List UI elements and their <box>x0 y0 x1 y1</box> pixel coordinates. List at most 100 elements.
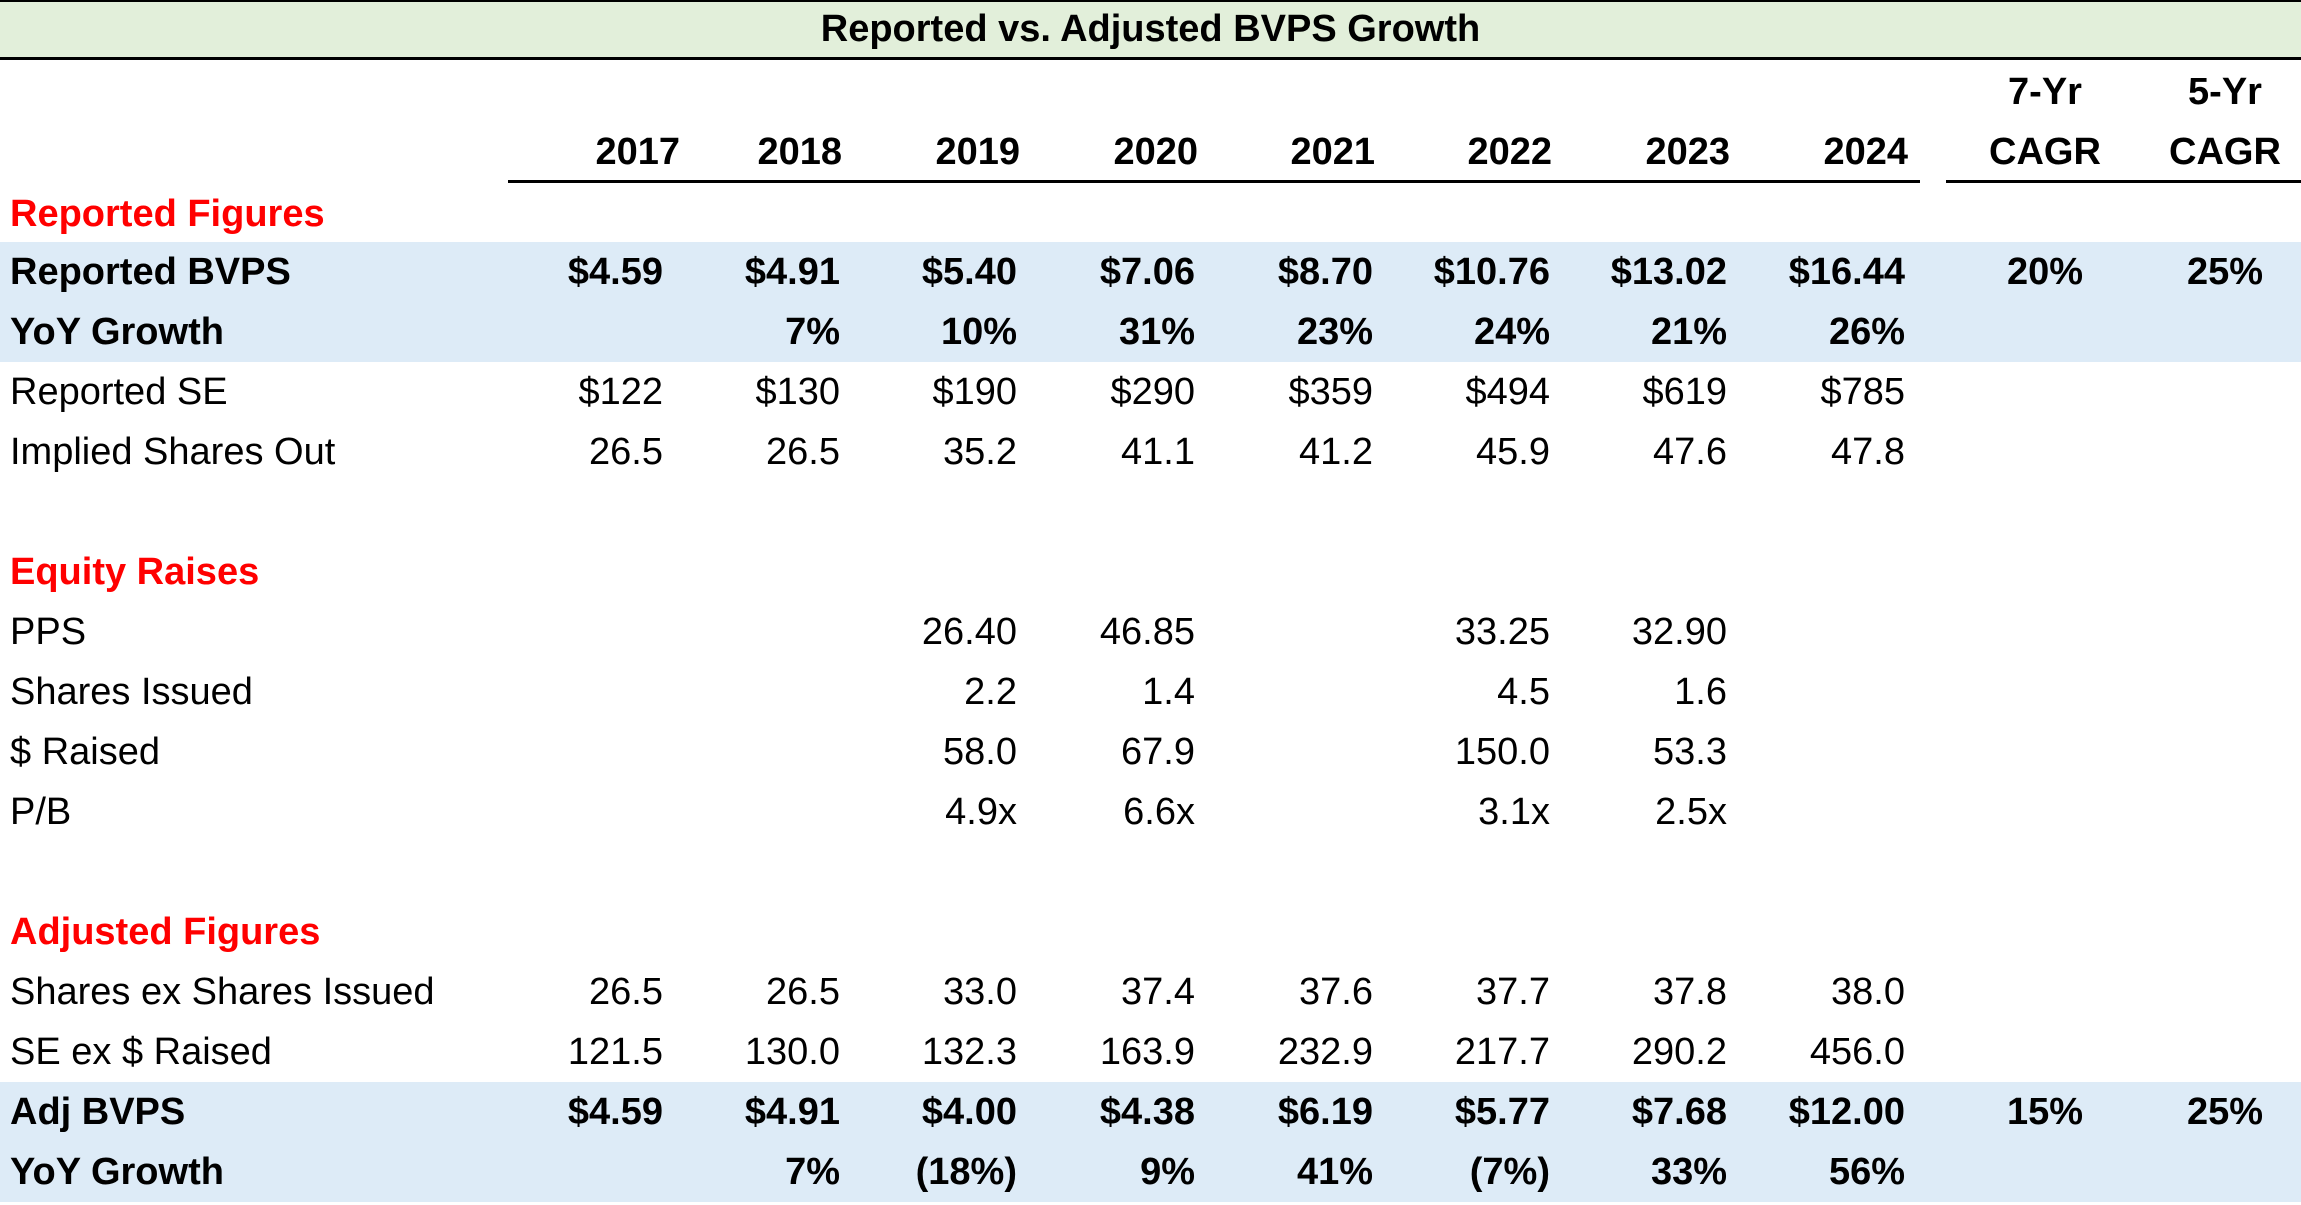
row-label: YoY Growth <box>10 1151 224 1193</box>
row-label: $ Raised <box>10 731 160 773</box>
table-cell: $122 <box>578 371 663 413</box>
table-cell: $619 <box>1642 371 1727 413</box>
cagr-7yr-value: 15% <box>2006 1091 2084 1133</box>
table-cell: $12.00 <box>1788 1091 1905 1133</box>
table-row: SE ex $ Raised 121.5 130.0 132.3 163.9 2… <box>0 1022 2301 1082</box>
table-cell: 132.3 <box>921 1031 1017 1073</box>
table-cell: $190 <box>932 371 1017 413</box>
header-year-2020: 2020 <box>1113 131 1198 173</box>
table-cell: 35.2 <box>943 431 1017 473</box>
table-cell: 37.4 <box>1121 971 1195 1013</box>
header-year-2019: 2019 <box>935 131 1020 173</box>
header-7yr-cagr-line1: 7-Yr <box>2008 71 2082 113</box>
row-label: YoY Growth <box>10 311 224 353</box>
table-cell: $4.00 <box>921 1091 1017 1133</box>
table-cell: $8.70 <box>1277 251 1373 293</box>
table-row: P/B 4.9x 6.6x 3.1x 2.5x <box>0 782 2301 842</box>
table-cell: 26.5 <box>589 971 663 1013</box>
row-label: Implied Shares Out <box>10 431 336 473</box>
table-cell: 2.5x <box>1655 791 1727 833</box>
table-cell: 47.8 <box>1831 431 1905 473</box>
table-cell: 121.5 <box>567 1031 663 1073</box>
cagr-7yr-value: 20% <box>2006 251 2084 293</box>
table-cell: 290.2 <box>1631 1031 1727 1073</box>
row-label: SE ex $ Raised <box>10 1031 272 1073</box>
table-cell: 26% <box>1828 311 1905 353</box>
row-label: Reported SE <box>10 371 228 413</box>
header-underline-years <box>508 180 1920 183</box>
table-cell: 47.6 <box>1653 431 1727 473</box>
table-cell: 4.5 <box>1497 671 1550 713</box>
adj-bvps-highlight <box>0 1082 2301 1202</box>
table-cell: 163.9 <box>1099 1031 1195 1073</box>
table-cell: 33.0 <box>943 971 1017 1013</box>
table-cell: 37.6 <box>1299 971 1373 1013</box>
table-cell: $4.38 <box>1099 1091 1195 1133</box>
header-underline-cagr <box>1946 180 2301 183</box>
table-cell: 26.5 <box>766 431 840 473</box>
section-title: Reported Figures <box>10 193 325 235</box>
table-cell: 41% <box>1296 1151 1373 1193</box>
header-year-2023: 2023 <box>1645 131 1730 173</box>
table-cell: 53.3 <box>1653 731 1727 773</box>
table-cell: 26.40 <box>921 611 1017 653</box>
table-cell: 150.0 <box>1454 731 1550 773</box>
header-7yr-cagr-line2: CAGR <box>1989 131 2101 173</box>
row-label: P/B <box>10 791 72 833</box>
section-adjusted-figures: Adjusted Figures <box>0 902 2301 962</box>
table-row: YoY Growth 7% (18%) 9% 41% (7%) 33% 56% <box>0 1142 2301 1202</box>
section-reported-figures: Reported Figures <box>0 184 2301 244</box>
table-title: Reported vs. Adjusted BVPS Growth <box>0 0 2301 60</box>
table-cell: $6.19 <box>1277 1091 1373 1133</box>
header-year-2024: 2024 <box>1823 131 1908 173</box>
table-cell: $5.40 <box>921 251 1017 293</box>
reported-bvps-highlight <box>0 242 2301 362</box>
table-cell: 23% <box>1296 311 1373 353</box>
table-cell: 41.1 <box>1121 431 1195 473</box>
table-cell: 26.5 <box>589 431 663 473</box>
table-cell: $5.77 <box>1454 1091 1550 1133</box>
header-5yr-cagr-line1: 5-Yr <box>2188 71 2262 113</box>
row-label: Adj BVPS <box>10 1091 186 1133</box>
table-cell: 1.6 <box>1674 671 1727 713</box>
table-cell: 21% <box>1650 311 1727 353</box>
table-cell: 10% <box>940 311 1017 353</box>
table-row: Reported BVPS $4.59 $4.91 $5.40 $7.06 $8… <box>0 242 2301 302</box>
table-cell: $785 <box>1820 371 1905 413</box>
table-cell: $13.02 <box>1610 251 1727 293</box>
table-row: PPS 26.40 46.85 33.25 32.90 <box>0 602 2301 662</box>
table-cell: 38.0 <box>1831 971 1905 1013</box>
table-row: Shares Issued 2.2 1.4 4.5 1.6 <box>0 662 2301 722</box>
header-year-2022: 2022 <box>1467 131 1552 173</box>
table-cell: 4.9x <box>945 791 1017 833</box>
table-cell: $494 <box>1465 371 1550 413</box>
table-row: Adj BVPS $4.59 $4.91 $4.00 $4.38 $6.19 $… <box>0 1082 2301 1142</box>
table-cell: 6.6x <box>1123 791 1195 833</box>
table-cell: $16.44 <box>1788 251 1905 293</box>
table-cell: $7.06 <box>1099 251 1195 293</box>
table-cell: 56% <box>1828 1151 1905 1193</box>
header-year-2021: 2021 <box>1290 131 1375 173</box>
table-cell: $4.59 <box>567 251 663 293</box>
header-5yr-cagr-line2: CAGR <box>2169 131 2281 173</box>
cagr-5yr-value: 25% <box>2186 1091 2264 1133</box>
table-cell: 24% <box>1473 311 1550 353</box>
table-row: Reported SE $122 $130 $190 $290 $359 $49… <box>0 362 2301 422</box>
table-cell: 456.0 <box>1809 1031 1905 1073</box>
cagr-5yr-value: 25% <box>2186 251 2264 293</box>
table-cell: $7.68 <box>1631 1091 1727 1133</box>
table-cell: $4.91 <box>744 251 840 293</box>
table-cell: 37.7 <box>1476 971 1550 1013</box>
table-cell: 232.9 <box>1277 1031 1373 1073</box>
table-cell: 41.2 <box>1299 431 1373 473</box>
table-cell: 2.2 <box>964 671 1017 713</box>
table-cell: 37.8 <box>1653 971 1727 1013</box>
table-cell: 217.7 <box>1454 1031 1550 1073</box>
table-cell: $4.59 <box>567 1091 663 1133</box>
header-year-2017: 2017 <box>595 131 680 173</box>
table-cell: $290 <box>1110 371 1195 413</box>
section-title: Adjusted Figures <box>10 911 321 953</box>
table-cell: 33% <box>1650 1151 1727 1193</box>
row-label: PPS <box>10 611 87 653</box>
